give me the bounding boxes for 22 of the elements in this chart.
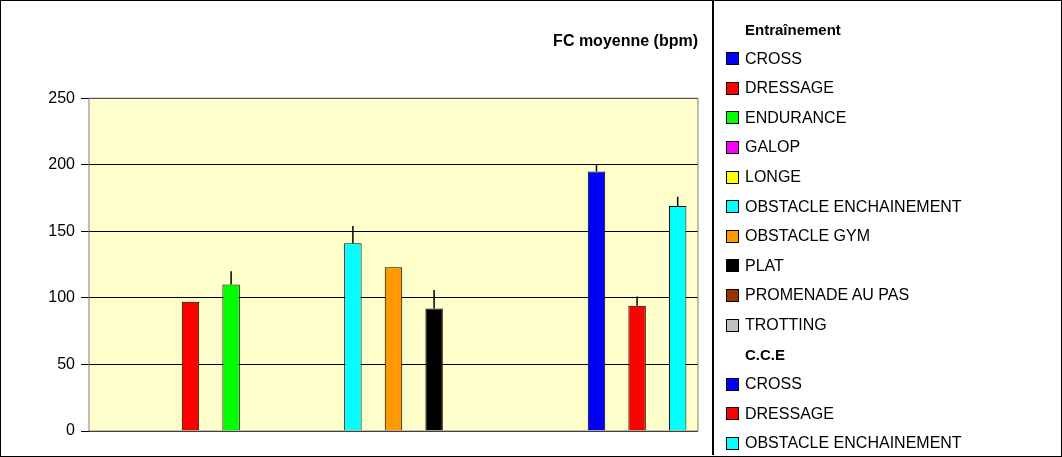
legend-label: CROSS [745, 375, 802, 394]
legend-label: LONGE [745, 168, 802, 186]
y-tick-label: 150 [48, 221, 76, 239]
legend-label: PLAT [745, 256, 784, 275]
text: Entraînement [745, 20, 841, 38]
legend-label: TROTTING [745, 316, 827, 334]
y-tick-label: 100 [48, 288, 76, 306]
y-tick-label: 0 [66, 421, 76, 439]
legend-label: OBSTACLE GYM [745, 227, 871, 246]
chart-title: FC moyenne (bpm) [553, 32, 698, 50]
legend-label: OBSTACLE ENCHAINEMENT [745, 434, 962, 453]
legend-label: DRESSAGE [745, 79, 834, 98]
legend-label: OBSTACLE ENCHAINEMENT [745, 197, 962, 216]
legend-label: PROMENADE AU PAS [745, 286, 910, 305]
legend-label: DRESSAGE [745, 404, 834, 423]
y-tick-label: 250 [48, 88, 76, 106]
legend-label: ENDURANCE [745, 108, 847, 127]
y-tick-label: 50 [57, 354, 76, 372]
legend-label: CROSS [745, 49, 802, 68]
legend-label: GALOP [745, 138, 801, 157]
text: C.C.E [745, 346, 786, 364]
y-tick-label: 200 [48, 155, 76, 173]
